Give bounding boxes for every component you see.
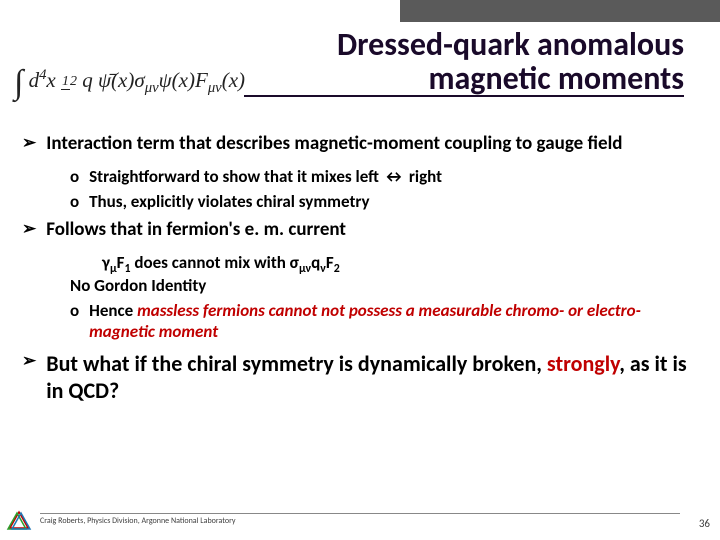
bullet-2a-text: Hence massless fermions cannot not posse… [89,300,692,342]
chevron-icon: ➢ [22,132,36,156]
bullet-1a-text: Straightforward to show that it mixes le… [89,166,442,187]
footer-text: Craig Roberts, Physics Division, Argonne… [40,513,680,526]
bullet-2: ➢ Follows that in fermion's e. m. curren… [22,218,692,242]
bullet-1b-text: Thus, explicitly violates chiral symmetr… [89,191,369,212]
bullet-2a: o Hence massless fermions cannot not pos… [70,300,692,342]
bullet-3: ➢ But what if the chiral symmetry is dyn… [22,350,692,405]
bullet-1a: o Straightforward to show that it mixes … [70,166,692,187]
equation: ∫ d4x 12 q ψ̄(x)σμνψ(x)Fμν(x) [14,58,245,96]
bullet-2-formula: γμF1 does cannot mix with σμνqνF2 [102,252,692,273]
slide-title: Dressed-quark anomalous magnetic moments [244,28,684,97]
page-number: 36 [699,517,710,530]
logo-icon [6,510,32,532]
circle-icon: o [70,300,79,342]
bullet-1: ➢ Interaction term that describes magnet… [22,132,692,156]
top-accent-bar [400,0,720,22]
circle-icon: o [70,191,79,212]
bullet-3-pre: But what if the chiral symmetry is dynam… [46,350,547,377]
bullet-2-text: Follows that in fermion's e. m. current [46,218,692,242]
bullet-2a-pre: Hence [89,300,137,321]
bullet-1b: o Thus, explicitly violates chiral symme… [70,191,692,212]
bullet-3-red: strongly [547,350,619,377]
bullet-3-text: But what if the chiral symmetry is dynam… [46,350,692,405]
title-line-2: magnetic moments [244,62,684,98]
slide-body: ➢ Interaction term that describes magnet… [22,132,692,415]
bullet-2a-red: massless fermions cannot not possess a m… [89,300,641,342]
bullet-2-line2: No Gordon Identity [70,275,692,296]
chevron-icon: ➢ [22,350,36,405]
circle-icon: o [70,166,79,187]
bullet-1-text: Interaction term that describes magnetic… [46,132,692,156]
chevron-icon: ➢ [22,218,36,242]
